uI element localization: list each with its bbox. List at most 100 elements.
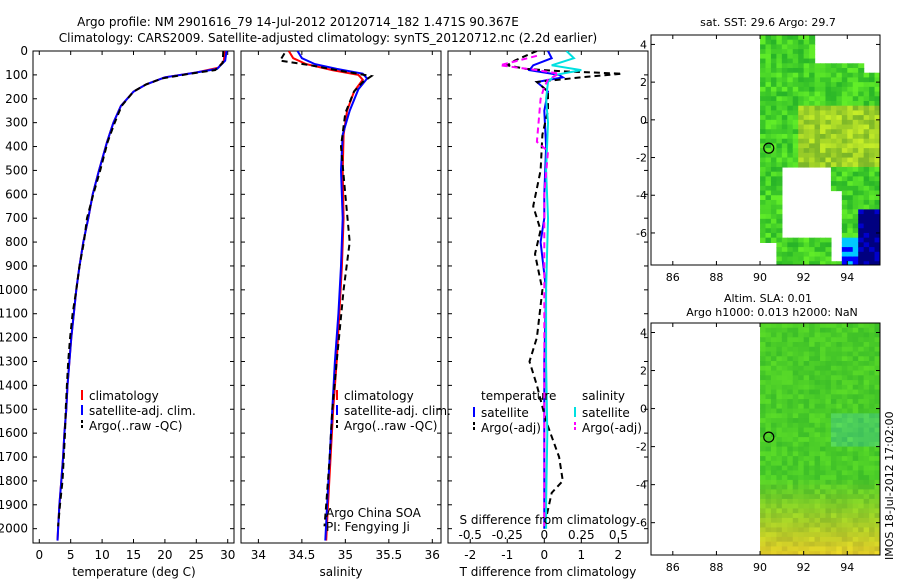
x-tick-label: 35.5	[375, 548, 402, 562]
map-y-tick-label: -2	[636, 152, 647, 165]
legend-label: climatology	[89, 389, 159, 403]
x-tick-label: 25	[189, 548, 204, 562]
series-line-s-satellite	[545, 51, 582, 529]
depth-tick-label: 500	[5, 163, 28, 177]
map-x-tick-label: 94	[840, 561, 854, 574]
series-line-t-argo-adj-	[504, 51, 623, 527]
map-frame	[650, 34, 881, 266]
temperature-xlabel: temperature (deg C)	[72, 565, 195, 579]
legend-group-title: salinity	[582, 389, 625, 403]
salinity-annotation-pi: PI: Fengying Ji	[326, 520, 410, 534]
salinity-panel: 34 34.5 35 35.5 36 salinity climatologysatel…	[240, 50, 451, 579]
series-line-satellite-adj-clim-	[296, 51, 369, 541]
sst-map-panel: sat. SST: 29.6 Argo: 29.7 86 88 90 92 94 4 2 0 -…	[636, 16, 881, 284]
legend-label: satellite-adj. clim.	[89, 404, 196, 418]
difference-xlabel-s: S difference from climatology	[460, 513, 637, 527]
difference-depth-ticks	[448, 50, 648, 530]
s-tick-label: 0	[540, 528, 548, 542]
temperature-panel: 0100200300400500600700800900100011001200…	[0, 44, 235, 579]
salinity-depth-ticks	[241, 50, 441, 530]
x-tick-label: 20	[157, 548, 172, 562]
x-tick-label: 1	[578, 548, 586, 562]
legend-label: satellite-adj. clim.	[344, 404, 451, 418]
salinity-axes-frame	[240, 50, 442, 544]
figure-title-line1: Argo profile: NM 2901616_79 14-Jul-2012 …	[77, 15, 519, 29]
sla-map-title: Altim. SLA: 0.01	[724, 292, 812, 305]
sla-map-plot: 86 88 90 92 94 4 2 0 -2 -4 -6	[636, 322, 881, 574]
legend-group-title: temperature	[481, 389, 556, 403]
x-tick-label: 2	[615, 548, 623, 562]
legend-label: satellite	[582, 406, 630, 420]
legend-label: Argo(..raw -QC)	[89, 419, 182, 433]
map-y-tick-label: 0	[640, 114, 647, 127]
series-line-argo-raw-qc-	[278, 52, 375, 527]
depth-tick-label: 1800	[0, 474, 28, 488]
map-x-tick-label: 90	[753, 561, 767, 574]
temperature-x-ticks: 0 5 10 15 20 25 30	[35, 51, 235, 562]
depth-tick-label: 300	[5, 116, 28, 130]
sla-map-panel: Altim. SLA: 0.01 Argo h1000: 0.013 h2000…	[636, 292, 881, 574]
figure-title-line2: Climatology: CARS2009. Satellite-adjuste…	[59, 31, 597, 45]
x-tick-label: -2	[464, 548, 476, 562]
sla-map-subtitle: Argo h1000: 0.013 h2000: NaN	[686, 306, 858, 319]
legend-label: satellite	[481, 406, 529, 420]
s-tick-label: -0.5	[459, 528, 482, 542]
difference-xlabel-t: T difference from climatology	[459, 565, 637, 579]
depth-tick-label: 100	[5, 68, 28, 82]
s-tick-label: 0.25	[568, 528, 595, 542]
salinity-x-ticks: 34 34.5 35 35.5 36	[251, 51, 440, 562]
x-tick-label: 0	[540, 548, 548, 562]
sst-map-title: sat. SST: 29.6 Argo: 29.7	[700, 16, 836, 29]
map-y-tick-label: -2	[636, 441, 647, 454]
depth-tick-label: 1700	[0, 450, 28, 464]
depth-tick-label: 200	[5, 92, 28, 106]
difference-series-lines	[499, 51, 623, 529]
depth-tick-label: 1200	[0, 331, 28, 345]
depth-tick-label: 400	[5, 140, 28, 154]
legend-label: climatology	[344, 389, 414, 403]
map-x-tick-label: 86	[666, 561, 680, 574]
map-y-tick-label: -4	[636, 189, 647, 202]
map-field	[760, 323, 880, 555]
x-tick-label: 30	[220, 548, 235, 562]
depth-tick-label: 600	[5, 187, 28, 201]
map-y-tick-label: 2	[640, 365, 647, 378]
map-x-tick-label: 88	[709, 271, 723, 284]
map-field	[760, 35, 880, 265]
map-y-tick-label: 2	[640, 76, 647, 89]
series-line-satellite-adj-clim-	[56, 51, 228, 541]
difference-s-ticks: -0.5 -0.25 0 0.25 0.5	[459, 528, 628, 542]
series-line-argo-raw-qc-	[57, 51, 225, 527]
depth-tick-label: 1600	[0, 426, 28, 440]
argo-position-marker	[763, 431, 775, 443]
map-x-tick-label: 88	[709, 561, 723, 574]
x-tick-label: 34	[251, 548, 266, 562]
x-tick-label: 5	[67, 548, 75, 562]
depth-tick-label: 900	[5, 259, 28, 273]
temperature-depth-ticks: 0 100 200 300 400 500 600 700 800 900 1000 1100 1200…	[0, 44, 234, 536]
map-x-tick-label: 94	[840, 271, 854, 284]
depth-tick-label: 0	[20, 44, 28, 58]
salinity-xlabel: salinity	[319, 565, 362, 579]
map-y-tick-label: -4	[636, 479, 647, 492]
s-tick-label: -0.25	[492, 528, 523, 542]
x-tick-label: 36	[425, 548, 440, 562]
legend-label: Argo(-adj)	[582, 421, 642, 435]
x-tick-label: 15	[126, 548, 141, 562]
x-tick-label: 0	[35, 548, 43, 562]
depth-tick-label: 1100	[0, 307, 28, 321]
salinity-series-lines	[278, 51, 375, 541]
map-y-tick-label: -6	[636, 517, 647, 530]
map-x-tick-label: 92	[797, 271, 811, 284]
legend-label: Argo(-adj)	[481, 421, 541, 435]
x-tick-label: -1	[501, 548, 513, 562]
map-x-tick-label: 86	[666, 271, 680, 284]
x-tick-label: 10	[94, 548, 109, 562]
argo-position-marker	[763, 142, 775, 154]
series-line-climatology	[56, 51, 226, 541]
depth-tick-label: 1300	[0, 354, 28, 368]
map-y-tick-label: 0	[640, 403, 647, 416]
